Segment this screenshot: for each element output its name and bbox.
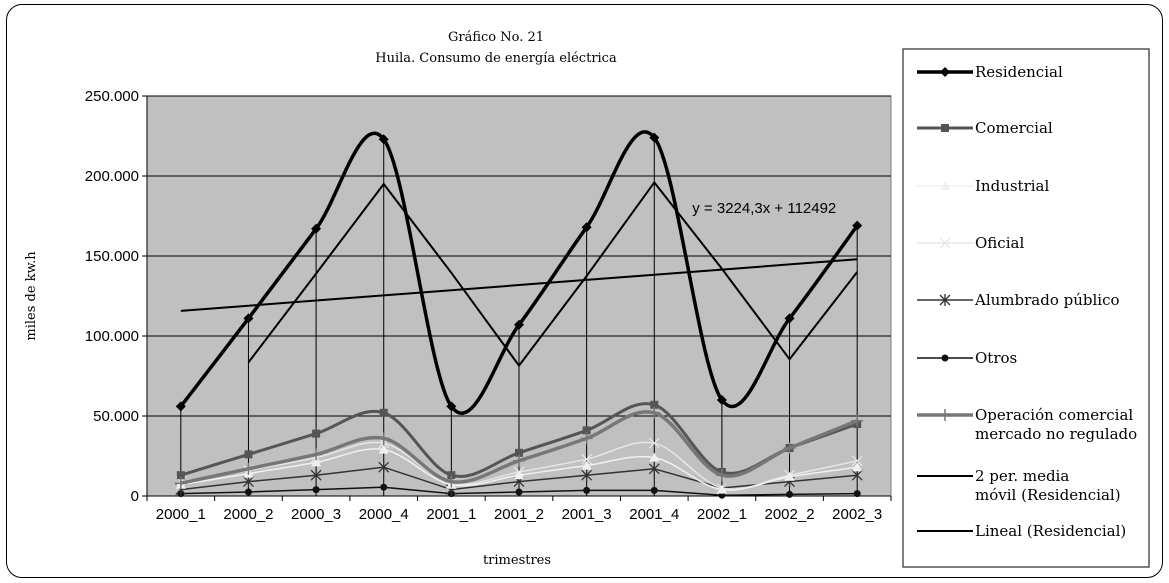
- data-point: [312, 429, 321, 438]
- data-point: [851, 455, 863, 467]
- x-tick-label: 2000_3: [291, 506, 341, 523]
- data-point: [446, 401, 457, 412]
- legend-label: Otros: [975, 349, 1017, 367]
- legend-label: Operación comercial: [975, 406, 1133, 424]
- data-point: [445, 475, 458, 488]
- chart-title: Gráfico No. 21: [448, 30, 544, 45]
- data-point: [244, 488, 252, 496]
- data-point: [581, 469, 593, 482]
- data-point: [513, 454, 525, 467]
- data-point: [851, 414, 864, 427]
- data-point: [310, 469, 322, 482]
- data-point: [311, 457, 322, 467]
- data-point: [310, 448, 323, 461]
- x-axis-label: trimestres: [483, 553, 551, 568]
- x-tick-label: 2001_2: [494, 506, 544, 523]
- data-point: [175, 401, 186, 412]
- legend-marker: [940, 67, 950, 77]
- data-point: [244, 450, 253, 459]
- data-point: [852, 220, 863, 231]
- y-tick-label: 200.000: [85, 168, 139, 185]
- legend-label: Alumbrado público: [974, 291, 1120, 309]
- x-tick-label: 2001_4: [629, 506, 679, 523]
- legend-marker: [941, 124, 949, 132]
- x-tick-label: 2002_1: [697, 506, 747, 523]
- data-point: [716, 484, 727, 494]
- data-point: [715, 469, 728, 482]
- data-point: [312, 486, 320, 494]
- data-point: [649, 452, 660, 462]
- data-point: [582, 426, 591, 435]
- data-point: [648, 406, 661, 419]
- legend-label: 2 per. media: [975, 467, 1069, 485]
- data-point: [853, 490, 861, 498]
- data-point: [581, 460, 592, 470]
- data-point: [380, 483, 388, 491]
- data-point: [515, 448, 523, 457]
- data-point: [648, 462, 660, 475]
- legend-marker: [941, 354, 949, 362]
- chart-subtitle: Huila. Consumo de energía eléctrica: [375, 51, 617, 66]
- data-point: [784, 313, 795, 324]
- x-tick-label: 2000_4: [359, 506, 409, 523]
- data-point: [378, 461, 390, 474]
- data-point: [514, 319, 524, 330]
- x-tick-label: 2001_1: [426, 506, 476, 523]
- legend-label: Industrial: [975, 177, 1049, 195]
- y-axis-label: miles de kw.h: [24, 251, 39, 341]
- data-point: [650, 486, 658, 494]
- data-point: [783, 442, 796, 454]
- y-tick-label: 50.000: [93, 408, 139, 425]
- data-point: [716, 395, 727, 405]
- legend-marker: [939, 294, 951, 306]
- legend-label: Comercial: [975, 119, 1053, 137]
- data-point: [447, 471, 456, 480]
- x-tick-label: 2002_3: [832, 506, 882, 523]
- trendline-equation: y = 3224,3x + 112492: [692, 200, 836, 217]
- data-point: [379, 408, 388, 417]
- data-point: [786, 490, 794, 498]
- data-point: [581, 453, 593, 465]
- legend-marker: [940, 181, 950, 190]
- data-point: [311, 223, 322, 234]
- x-tick-label: 2000_1: [156, 506, 206, 523]
- data-point: [648, 437, 660, 449]
- legend-label: Lineal (Residencial): [975, 522, 1126, 540]
- data-point: [580, 432, 593, 445]
- data-point: [852, 462, 863, 472]
- x-tick-label: 2002_2: [765, 506, 815, 523]
- legend-marker: [939, 409, 951, 421]
- x-tick-label: 2000_2: [223, 506, 273, 523]
- data-point: [378, 444, 389, 454]
- y-tick-label: 250.000: [85, 88, 139, 105]
- data-point: [514, 470, 524, 480]
- x-tick-label: 2001_3: [562, 506, 612, 523]
- legend: [902, 48, 1150, 568]
- data-point: [650, 400, 659, 409]
- data-point: [581, 222, 592, 233]
- y-tick-label: 0: [131, 488, 139, 505]
- data-point: [378, 134, 389, 145]
- legend-label: móvil (Residencial): [975, 486, 1121, 504]
- data-point: [242, 462, 255, 475]
- data-point: [583, 486, 591, 494]
- data-point: [176, 471, 185, 480]
- data-point: [649, 132, 660, 143]
- legend-label: Residencial: [975, 63, 1063, 81]
- legend-label: mercado no regulado: [975, 425, 1137, 443]
- data-point: [377, 432, 390, 445]
- series-line: [247, 181, 858, 367]
- data-point: [784, 471, 795, 481]
- data-point: [515, 488, 523, 496]
- data-point: [174, 477, 187, 490]
- y-tick-label: 100.000: [85, 328, 139, 345]
- y-tick-label: 150.000: [85, 248, 139, 265]
- legend-marker: [939, 237, 951, 249]
- legend-label: Oficial: [975, 234, 1024, 252]
- data-point: [243, 313, 254, 324]
